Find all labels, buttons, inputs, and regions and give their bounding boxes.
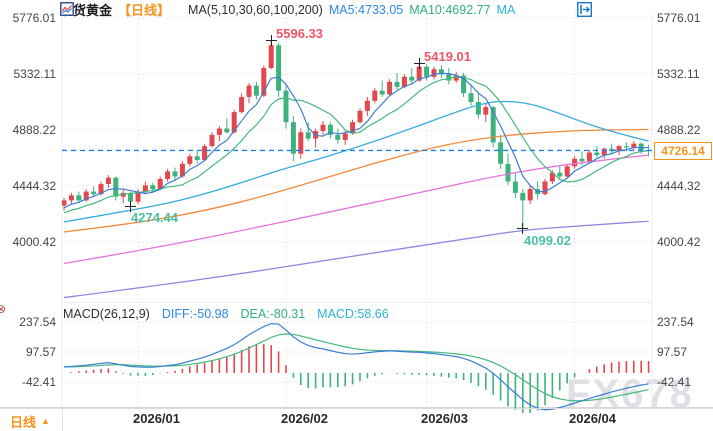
high-annotation: 5419.01 — [424, 49, 471, 64]
ma-settings-label[interactable]: MA(5,10,30,60,100,200) — [188, 2, 323, 17]
chart-header: 现货黄金 【日线】 MA(5,10,30,60,100,200) MA5:473… — [60, 2, 516, 18]
macd-hist-value: MACD:58.66 — [317, 307, 389, 321]
macd-tick-right: -42.41 — [657, 375, 692, 389]
x-axis-label: 2026/01 — [133, 411, 180, 426]
bottom-bar — [0, 408, 713, 431]
price-tick-left: 5332.11 — [13, 67, 57, 81]
high-annotation: 5596.33 — [276, 26, 323, 41]
period-selector-label: 日线 — [10, 415, 37, 430]
macd-tick-left: 97.57 — [25, 345, 56, 359]
ma5-value: MA5:4733.05 — [328, 2, 404, 17]
macd-settings-label[interactable]: MACD(26,12,9) — [63, 307, 150, 321]
low-marker-cross — [125, 201, 136, 212]
bottom-bar-divider — [62, 409, 63, 431]
price-tick-left: 4888.22 — [12, 123, 56, 137]
price-tick-left: 4444.32 — [12, 179, 56, 193]
high-marker-cross — [266, 35, 277, 46]
x-axis-label: 2026/03 — [421, 411, 468, 426]
price-tick-right: 4000.42 — [657, 235, 701, 249]
ma-more-value: MA — [496, 2, 516, 17]
x-axis-label: 2026/02 — [281, 411, 328, 426]
current-price-tag: 4726.14 — [654, 142, 712, 160]
axis-corner-icon: ⊗ — [0, 302, 7, 316]
low-annotation: 4274.44 — [131, 210, 178, 225]
ma10-value: MA10:4692.77 — [409, 2, 491, 17]
macd-tick-left: 237.54 — [19, 315, 56, 329]
zoom-area-icon[interactable] — [577, 2, 610, 17]
pan-right-icon[interactable] — [577, 2, 646, 17]
macd-tick-right: 237.54 — [657, 315, 694, 329]
chart-toolbar — [577, 2, 646, 17]
x-axis-label: 2026/04 — [569, 411, 616, 426]
low-marker-cross — [517, 223, 528, 234]
macd-tick-right: 97.57 — [657, 345, 688, 359]
period-selector-arrow-icon: ▲ — [41, 416, 50, 426]
low-annotation: 4099.02 — [524, 233, 571, 248]
macd-tick-left: -42.41 — [21, 375, 56, 389]
price-tick-right: 5332.11 — [657, 67, 700, 81]
indicator-panel-icon[interactable] — [577, 2, 628, 17]
price-tick-right: 4444.32 — [657, 179, 701, 193]
period-selector[interactable]: 日线 ▲ — [10, 412, 50, 431]
price-tick-left: 5776.01 — [12, 11, 56, 25]
price-tick-right: 5776.01 — [657, 11, 701, 25]
price-tick-right: 4888.22 — [657, 123, 701, 137]
period-tag[interactable]: 【日线】 — [118, 3, 171, 18]
macd-diff-value: DIFF:-50.98 — [161, 307, 229, 321]
macd-header: MACD(26,12,9) DIFF:-50.98 DEA:-80.31 MAC… — [63, 307, 389, 321]
price-tick-left: 4000.42 — [12, 235, 56, 249]
high-marker-cross — [414, 58, 425, 69]
macd-dea-value: DEA:-80.31 — [240, 307, 306, 321]
